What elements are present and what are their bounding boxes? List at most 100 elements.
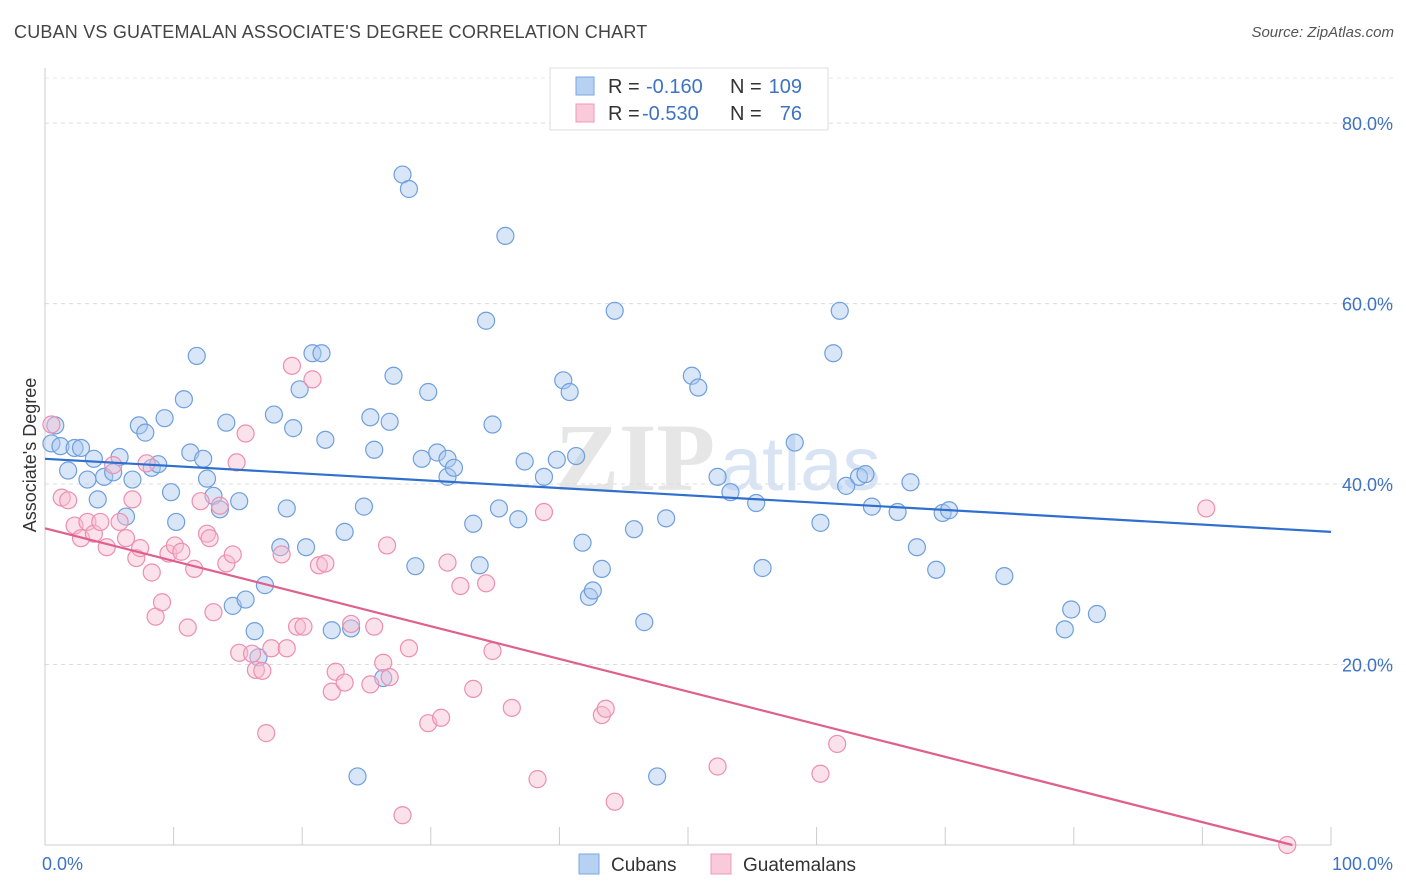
cuban-points [42, 165, 1107, 786]
trend-line-cubans [44, 457, 1332, 533]
scatter-point [708, 467, 727, 486]
scatter-point [264, 405, 284, 424]
scatter-point [223, 545, 242, 564]
scatter-point [365, 440, 384, 459]
scatter-point [42, 415, 61, 434]
grid [45, 77, 1393, 666]
scatter-point [365, 617, 384, 636]
scatter-point [296, 538, 316, 557]
scatter-point [253, 661, 272, 680]
scatter-point [444, 458, 464, 477]
guatemalan-points [42, 356, 1297, 855]
scatter-point [1062, 600, 1081, 619]
y-tick-label: 60.0% [1342, 295, 1393, 315]
scatter-point [399, 639, 419, 658]
scatter-point [341, 614, 361, 634]
watermark-atlas: atlas [720, 422, 881, 507]
scatter-point [290, 380, 309, 399]
scatter-point [708, 757, 727, 776]
scatter-point [227, 453, 246, 472]
scatter-point [322, 621, 341, 640]
scatter-point [995, 566, 1014, 586]
scatter-point [648, 767, 667, 786]
scatter-point [438, 449, 457, 468]
x-tick-label-max: 100.0% [1332, 854, 1393, 874]
scatter-point [785, 433, 804, 452]
scatter-point [406, 557, 425, 576]
bottom-legend-cubans: Cubans [611, 855, 677, 876]
scatter-point [605, 792, 624, 811]
scatter-point [230, 492, 249, 511]
scatter-point [236, 590, 255, 609]
scatter-point [470, 556, 489, 575]
scatter-point [753, 558, 772, 578]
scatter-point [483, 641, 502, 661]
scatter-point [412, 449, 431, 468]
scatter-point [59, 491, 78, 510]
scatter-point [91, 512, 110, 532]
scatter-point [123, 490, 142, 509]
scatter-point [605, 301, 624, 320]
scatter-point [129, 416, 148, 435]
scatter-point [1278, 835, 1297, 855]
legend-box [549, 67, 829, 131]
scatter-point [322, 682, 341, 701]
scatter-point [262, 639, 281, 658]
legend-n-label-2: N = [730, 103, 762, 125]
legend-r-label-2: R = [608, 103, 640, 125]
scatter-point [172, 542, 191, 561]
scatter-point [194, 449, 213, 468]
scatter-point [284, 419, 303, 438]
scatter-point [824, 344, 843, 363]
scatter-point [335, 673, 354, 692]
chart-title: CUBAN VS GUATEMALAN ASSOCIATE'S DEGREE C… [14, 22, 648, 42]
trend-line-guatemalans [44, 527, 1293, 847]
scatter-point [155, 409, 174, 428]
scatter-point [277, 499, 296, 518]
scatter-point [187, 346, 206, 366]
scatter-point [811, 764, 830, 783]
axes [44, 68, 1332, 846]
scatter-point [123, 470, 142, 489]
scatter-point [287, 617, 307, 636]
scatter-point [348, 767, 367, 786]
scatter-point [431, 708, 451, 727]
trend-lines [44, 457, 1332, 847]
scatter-point [1197, 499, 1216, 518]
scatter-point [907, 538, 927, 557]
y-tick-label: 20.0% [1342, 656, 1393, 676]
scatter-point [309, 556, 329, 575]
scatter-point [1087, 604, 1107, 624]
scatter-point [747, 493, 766, 513]
scatter-point [830, 301, 849, 320]
scatter-point [384, 366, 403, 385]
scatter-point [51, 437, 70, 456]
scatter-point [901, 473, 920, 492]
scatter-point [380, 668, 399, 687]
scatter-point [856, 465, 875, 484]
scatter-point [104, 463, 123, 482]
scatter-point [528, 770, 547, 789]
scatter-point [635, 613, 654, 632]
scatter-point [361, 408, 380, 427]
scatter-point [377, 536, 397, 555]
scatter-point [116, 529, 136, 548]
scatter-point [294, 617, 313, 636]
source-label: Source: ZipAtlas.com [1251, 24, 1394, 41]
scatter-point [185, 559, 204, 578]
scatter-point [534, 502, 554, 522]
tick-labels: 20.0% 40.0% 60.0% 80.0% 0.0% 100.0% [42, 114, 1393, 874]
scatter-point [828, 734, 847, 754]
scatter-point [197, 469, 217, 488]
scatter-point [78, 470, 97, 489]
scatter-point [204, 603, 223, 622]
bottom-legend-swatch-cubans [578, 853, 600, 875]
legend-n-label-1: N = [730, 76, 762, 98]
scatter-point [689, 378, 708, 397]
scatter-point [811, 513, 830, 532]
scatter-point [167, 512, 186, 532]
bottom-legend-swatch-guatemalans [710, 853, 732, 875]
scatter-point [335, 522, 354, 541]
scatter-point [246, 660, 266, 680]
scatter-point [464, 514, 483, 533]
